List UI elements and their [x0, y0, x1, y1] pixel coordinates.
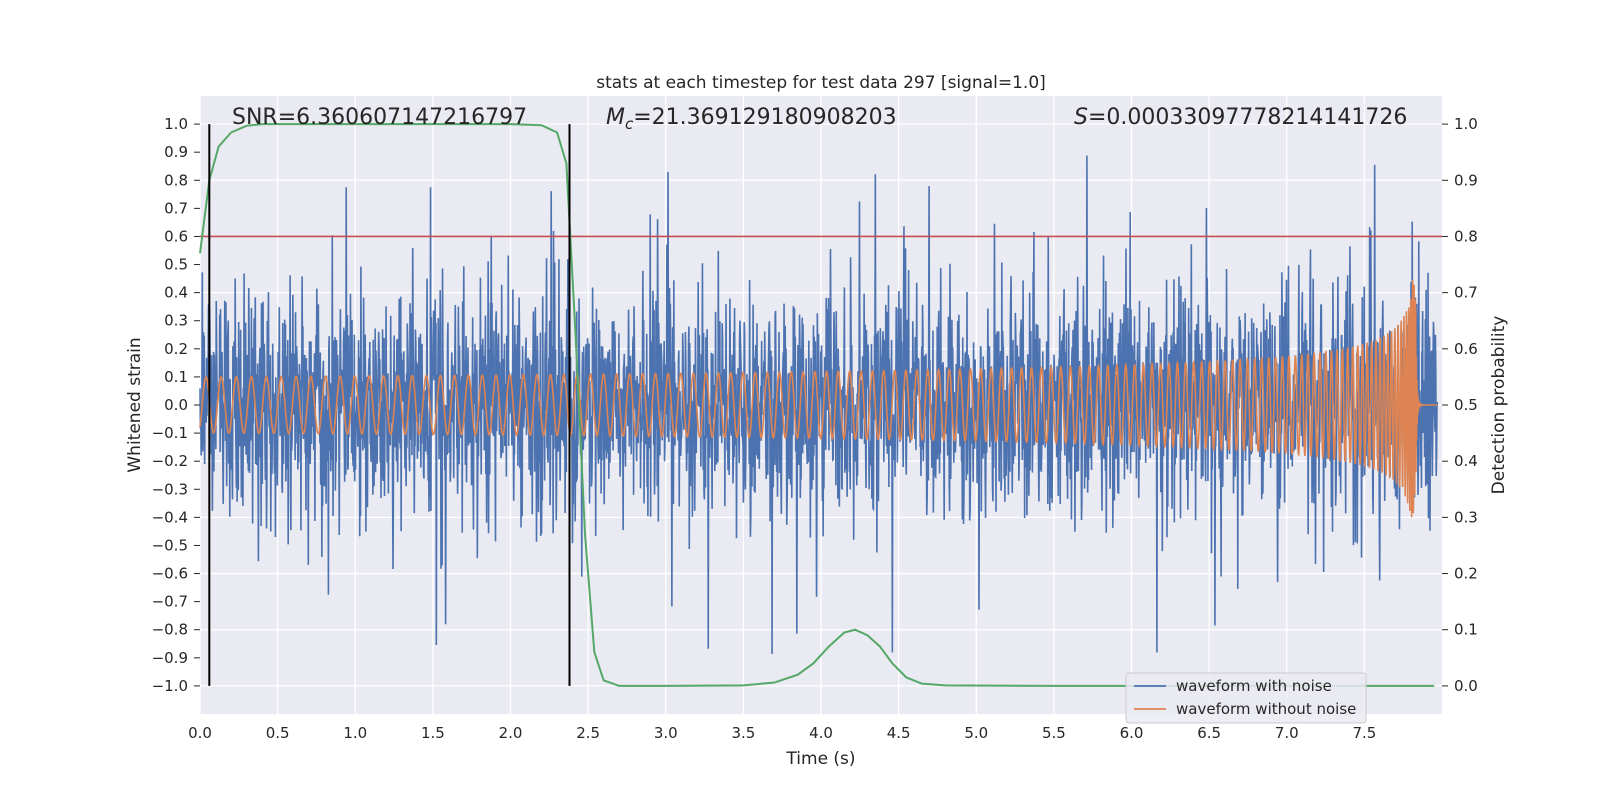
y-tick-label: −0.8 [152, 621, 188, 639]
y2-tick-label: 1.0 [1454, 115, 1478, 133]
y-tick-label: 0.0 [164, 396, 188, 414]
y-axis-label: Whitened strain [125, 337, 145, 472]
s-annotation: S=0.00033097778214141726 [1074, 105, 1407, 130]
y-tick-label: 0.4 [164, 284, 188, 302]
x-tick-label: 1.5 [421, 724, 445, 742]
x-tick-label: 4.5 [887, 724, 911, 742]
legend-label-noise: waveform with noise [1176, 677, 1332, 695]
x-tick-label: 4.0 [809, 724, 833, 742]
y2-tick-label: 0.7 [1454, 284, 1478, 302]
detection-probability-line [199, 123, 1435, 687]
x-tick-label: 6.0 [1120, 724, 1144, 742]
y-tick-label: 0.1 [164, 368, 188, 386]
y-tick-label: 0.3 [164, 312, 188, 330]
y-tick-label: −0.2 [152, 452, 188, 470]
x-tick-label: 0.5 [266, 724, 290, 742]
y2-tick-label: 0.1 [1454, 621, 1478, 639]
x-tick-label: 7.0 [1275, 724, 1299, 742]
waveform-without-noise-line [199, 279, 1438, 518]
y2-tick-label: 0.6 [1454, 340, 1478, 358]
y2-tick-label: 0.0 [1454, 677, 1478, 695]
chart-title: stats at each timestep for test data 297… [596, 73, 1046, 93]
y-tick-label: 0.6 [164, 227, 188, 245]
x-axis-ticks: 0.0 0.5 1.0 1.5 2.0 2.5 3.0 3.5 4.0 4.5 5.0 5.5 6.0 6… [188, 724, 1376, 742]
y-tick-label: −1.0 [152, 677, 188, 695]
y2-tick-label: 0.8 [1454, 227, 1478, 245]
y-tick-label: −0.4 [152, 508, 188, 526]
series-waveform-without-noise [199, 279, 1438, 518]
x-tick-label: 3.5 [731, 724, 755, 742]
y-tick-label: 0.9 [164, 143, 188, 161]
x-tick-label: 3.0 [654, 724, 678, 742]
y-tick-label: −0.9 [152, 649, 188, 667]
y-tick-label: −0.6 [152, 565, 188, 583]
y-tick-label: 0.8 [164, 171, 188, 189]
y-tick-label: −0.5 [152, 536, 188, 554]
y2-tick-label: 0.3 [1454, 508, 1478, 526]
snr-annotation: SNR=6.360607147216797 [232, 105, 527, 130]
y-axis-ticks: 1.0 0.9 0.8 0.7 0.6 0.5 0.4 0.3 0.2 0.1 0.0 −0.1 −0.… [152, 115, 200, 695]
y-tick-label: 0.2 [164, 340, 188, 358]
x-tick-label: 5.0 [964, 724, 988, 742]
y-tick-label: 0.5 [164, 256, 188, 274]
x-tick-label: 2.5 [576, 724, 600, 742]
y-tick-label: −0.3 [152, 480, 188, 498]
y-tick-label: 0.7 [164, 199, 188, 217]
y-tick-label: −0.7 [152, 593, 188, 611]
y2-tick-label: 0.9 [1454, 171, 1478, 189]
y2-tick-label: 0.5 [1454, 396, 1478, 414]
series-detection-probability [199, 123, 1435, 687]
event-markers [208, 124, 571, 686]
x-tick-label: 0.0 [188, 724, 212, 742]
legend: waveform with noise waveform without noi… [1125, 672, 1367, 724]
legend-box [1125, 672, 1367, 724]
x-tick-label: 2.0 [499, 724, 523, 742]
x-tick-label: 1.0 [343, 724, 367, 742]
y2-axis-ticks: 1.0 0.9 0.8 0.7 0.6 0.5 0.4 0.3 0.2 0.1 0.0 [1442, 115, 1478, 695]
x-axis-label: Time (s) [785, 749, 855, 769]
y2-tick-label: 0.4 [1454, 452, 1478, 470]
y2-axis-label: Detection probability [1489, 316, 1509, 495]
series-waveform-with-noise [199, 155, 1439, 654]
y-tick-label: −0.1 [152, 424, 188, 442]
x-tick-label: 5.5 [1042, 724, 1066, 742]
legend-label-clean: waveform without noise [1176, 700, 1356, 718]
x-tick-label: 7.5 [1352, 724, 1376, 742]
y2-tick-label: 0.2 [1454, 565, 1478, 583]
x-tick-label: 6.5 [1197, 724, 1221, 742]
y-tick-label: 1.0 [164, 115, 188, 133]
waveform-with-noise-line [199, 155, 1439, 654]
chirp-mass-annotation: Mc=21.369129180908203 [606, 105, 897, 133]
